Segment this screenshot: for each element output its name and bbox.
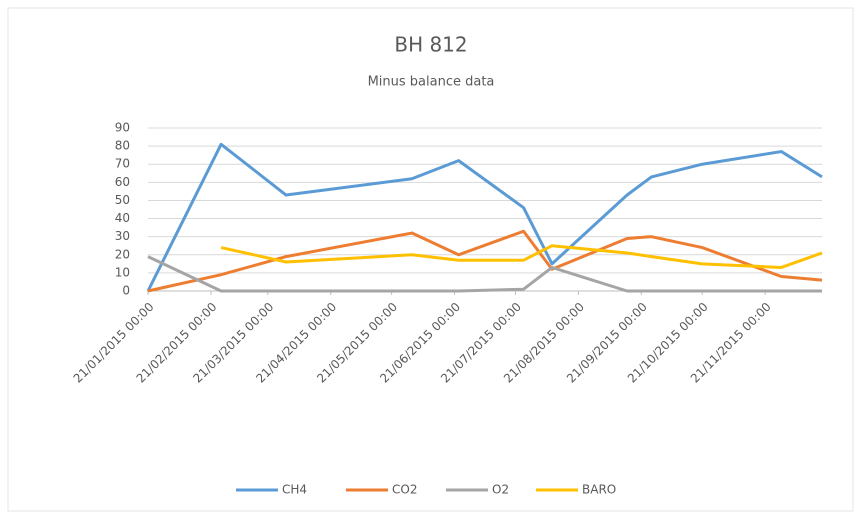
chart-border — [7, 7, 854, 512]
series-line — [220, 244, 823, 269]
chart-subtitle: Minus balance data — [368, 75, 495, 90]
legend-label: CH4 — [282, 483, 307, 497]
y-tick-label: 50 — [115, 193, 130, 207]
y-tick-label: 60 — [115, 175, 130, 189]
legend-label: CO2 — [392, 483, 417, 497]
y-tick-label: 20 — [115, 247, 130, 261]
chart-title: BH 812 — [394, 33, 467, 57]
y-tick-label: 10 — [115, 265, 130, 279]
legend-label: BARO — [582, 483, 616, 497]
y-tick-label: 30 — [115, 229, 130, 243]
legend-label: O2 — [492, 483, 509, 497]
series-line — [146, 142, 823, 292]
y-tick-label: 80 — [115, 139, 130, 153]
y-tick-label: 0 — [122, 284, 130, 298]
series-line — [147, 255, 822, 293]
y-tick-label: 70 — [115, 157, 130, 171]
y-tick-label: 40 — [115, 211, 130, 225]
y-tick-label: 90 — [115, 121, 130, 135]
